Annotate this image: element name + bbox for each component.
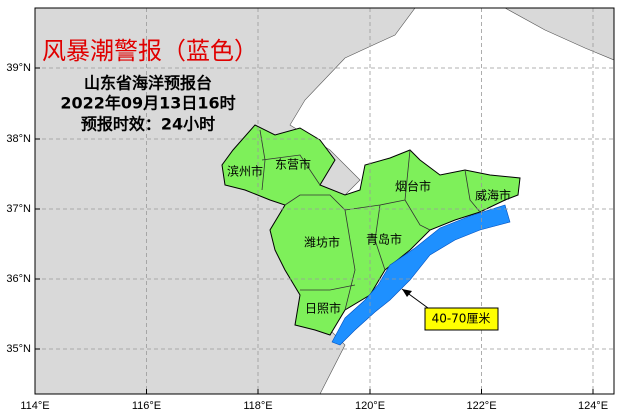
land <box>35 8 416 394</box>
annotation-box <box>424 307 499 331</box>
arrow-head <box>402 289 412 297</box>
y-tick-label: 35°N <box>6 343 31 355</box>
y-tick-label: 37°N <box>6 203 31 215</box>
graticule <box>35 8 614 394</box>
x-tick-label: 114°E <box>20 400 49 412</box>
y-tick-label: 38°N <box>6 133 31 145</box>
region-border <box>259 129 481 311</box>
title: 风暴潮警报（蓝色） <box>42 37 258 65</box>
issuer: 山东省海洋预报台 <box>84 74 212 93</box>
region-label: 日照市 <box>305 301 341 316</box>
x-tick-label: 116°E <box>132 400 161 412</box>
annotation: 40-70厘米 <box>432 312 491 326</box>
region-label: 东营市 <box>275 157 311 172</box>
lead-time: 预报时效：24小时 <box>81 115 215 134</box>
region-label: 烟台市 <box>395 179 431 194</box>
region-label: 青岛市 <box>366 232 402 247</box>
x-tick-label: 124°E <box>578 400 608 412</box>
region-label: 潍坊市 <box>304 235 340 250</box>
x-tick-label: 122°E <box>466 400 496 412</box>
region-label: 滨州市 <box>227 164 263 179</box>
warning-zone <box>331 204 511 346</box>
y-tick-label: 36°N <box>6 273 31 285</box>
region-label: 威海市 <box>475 188 511 203</box>
frame <box>34 7 615 395</box>
x-tick-label: 120°E <box>355 400 385 412</box>
issue-time: 2022年09月13日16时 <box>60 94 235 113</box>
y-tick-label: 39°N <box>6 62 31 74</box>
land <box>504 8 614 61</box>
x-tick-label: 118°E <box>243 400 272 412</box>
